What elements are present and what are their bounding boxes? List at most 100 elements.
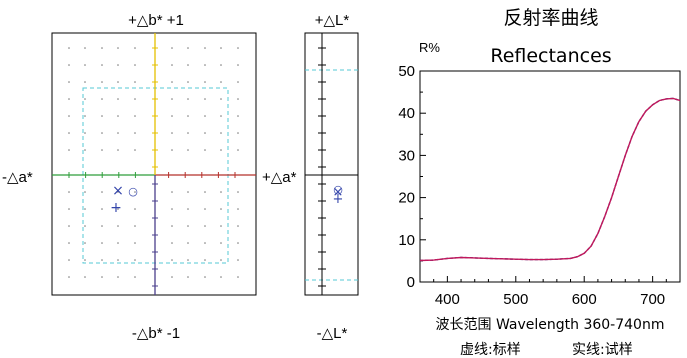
grid-dot: [187, 259, 189, 261]
grid-dot: [204, 81, 206, 83]
x-tick-label: 500: [503, 291, 528, 308]
grid-dot: [220, 191, 222, 193]
a-minus-label: -△a*: [2, 169, 33, 186]
grid-dot: [220, 64, 222, 66]
grid-dot: [220, 208, 222, 210]
grid-dot: [204, 225, 206, 227]
grid-dot: [171, 225, 173, 227]
grid-dot: [220, 47, 222, 49]
l-plot-frame: [304, 32, 359, 296]
reflectance-ylabel: R%: [419, 40, 440, 55]
grid-dot: [220, 132, 222, 134]
l-axis-ticks: [318, 47, 326, 287]
grid-dot: [237, 115, 239, 117]
a-plus-label: +△a*: [262, 169, 297, 186]
y-tick-label: 50: [398, 63, 415, 80]
grid-dot: [134, 208, 136, 210]
reflectance-title-en: Reflectances: [490, 45, 611, 67]
legend-solid: 实线:试样: [572, 342, 633, 358]
grid-dot: [187, 47, 189, 49]
grid-dot: [134, 47, 136, 49]
grid-dot: [68, 242, 70, 244]
grid-dot: [171, 64, 173, 66]
grid-dot: [204, 115, 206, 117]
grid-dot: [117, 98, 119, 100]
grid-dot: [134, 259, 136, 261]
grid-dot: [68, 132, 70, 134]
grid-dot: [84, 225, 86, 227]
grid-dot: [204, 132, 206, 134]
reflectance-axes: 0 10 20 30 40 50 400 500 600 700: [398, 63, 667, 308]
l-circle-marker: ○: [333, 183, 343, 196]
reflectance-xlabel: 波长范围 Wavelength 360-740nm: [436, 316, 665, 333]
reflectance-chart: 反射率曲线 Reflectances R% 0 10 20 30 40 50 400 500 6…: [398, 7, 681, 358]
grid-dot: [68, 208, 70, 210]
grid-dot: [84, 132, 86, 134]
grid-dot: [117, 81, 119, 83]
grid-dot: [84, 276, 86, 278]
grid-dot: [237, 276, 239, 278]
grid-dot: [220, 242, 222, 244]
grid-dot: [84, 98, 86, 100]
grid-dot: [187, 64, 189, 66]
grid-dot: [84, 191, 86, 193]
grid-dot: [220, 98, 222, 100]
l-plot: ○ × + +△L* -△L*: [304, 12, 359, 342]
grid-dot: [171, 208, 173, 210]
grid-dot: [237, 81, 239, 83]
grid-dot: [101, 225, 103, 227]
grid-dot: [187, 225, 189, 227]
ab-plot: × ○ + +△b* +1 -△b* -1 -△a* +△a*: [2, 12, 297, 342]
grid-dot: [204, 242, 206, 244]
grid-dot: [171, 98, 173, 100]
legend-dashed: 虚线:标样: [460, 342, 521, 358]
grid-dot: [68, 81, 70, 83]
grid-dot: [237, 259, 239, 261]
grid-dot: [220, 81, 222, 83]
grid-dot: [68, 191, 70, 193]
grid-dot: [237, 208, 239, 210]
grid-dot: [171, 132, 173, 134]
l-minus-label: -△L*: [317, 325, 348, 342]
grid-dot: [187, 132, 189, 134]
grid-dot: [117, 132, 119, 134]
ab-plot-frame: [51, 32, 257, 296]
grid-dot: [187, 191, 189, 193]
grid-dot: [68, 259, 70, 261]
grid-dot: [204, 208, 206, 210]
grid-dot: [134, 115, 136, 117]
grid-dot: [134, 225, 136, 227]
series-line-dashed: [419, 97, 681, 262]
y-tick-label: 30: [398, 147, 415, 164]
b-minus-label: -△b* -1: [132, 325, 180, 342]
grid-dot: [134, 276, 136, 278]
grid-dot: [84, 242, 86, 244]
grid-dot: [117, 191, 119, 193]
grid-dot: [101, 98, 103, 100]
grid-dot: [237, 149, 239, 151]
l-standard-marker: ×: [333, 185, 344, 200]
grid-dot: [101, 259, 103, 261]
grid-dot: [187, 276, 189, 278]
grid-dot: [84, 47, 86, 49]
grid-dot: [171, 191, 173, 193]
grid-dot: [237, 47, 239, 49]
grid-dot: [68, 276, 70, 278]
grid-dot: [220, 115, 222, 117]
grid-dot: [84, 64, 86, 66]
b-plus-label: +△b* +1: [128, 12, 184, 29]
grid-dot: [220, 259, 222, 261]
grid-dot: [117, 208, 119, 210]
grid-dot: [101, 81, 103, 83]
grid-dot: [134, 242, 136, 244]
grid-dot: [187, 98, 189, 100]
grid-dot: [204, 191, 206, 193]
x-tick-label: 700: [640, 291, 665, 308]
grid-dot: [68, 98, 70, 100]
grid-dot: [68, 149, 70, 151]
y-tick-label: 40: [398, 105, 415, 122]
y-tick-label: 20: [398, 190, 415, 207]
ab-standard-marker: ×: [112, 183, 124, 199]
grid-dot: [220, 276, 222, 278]
